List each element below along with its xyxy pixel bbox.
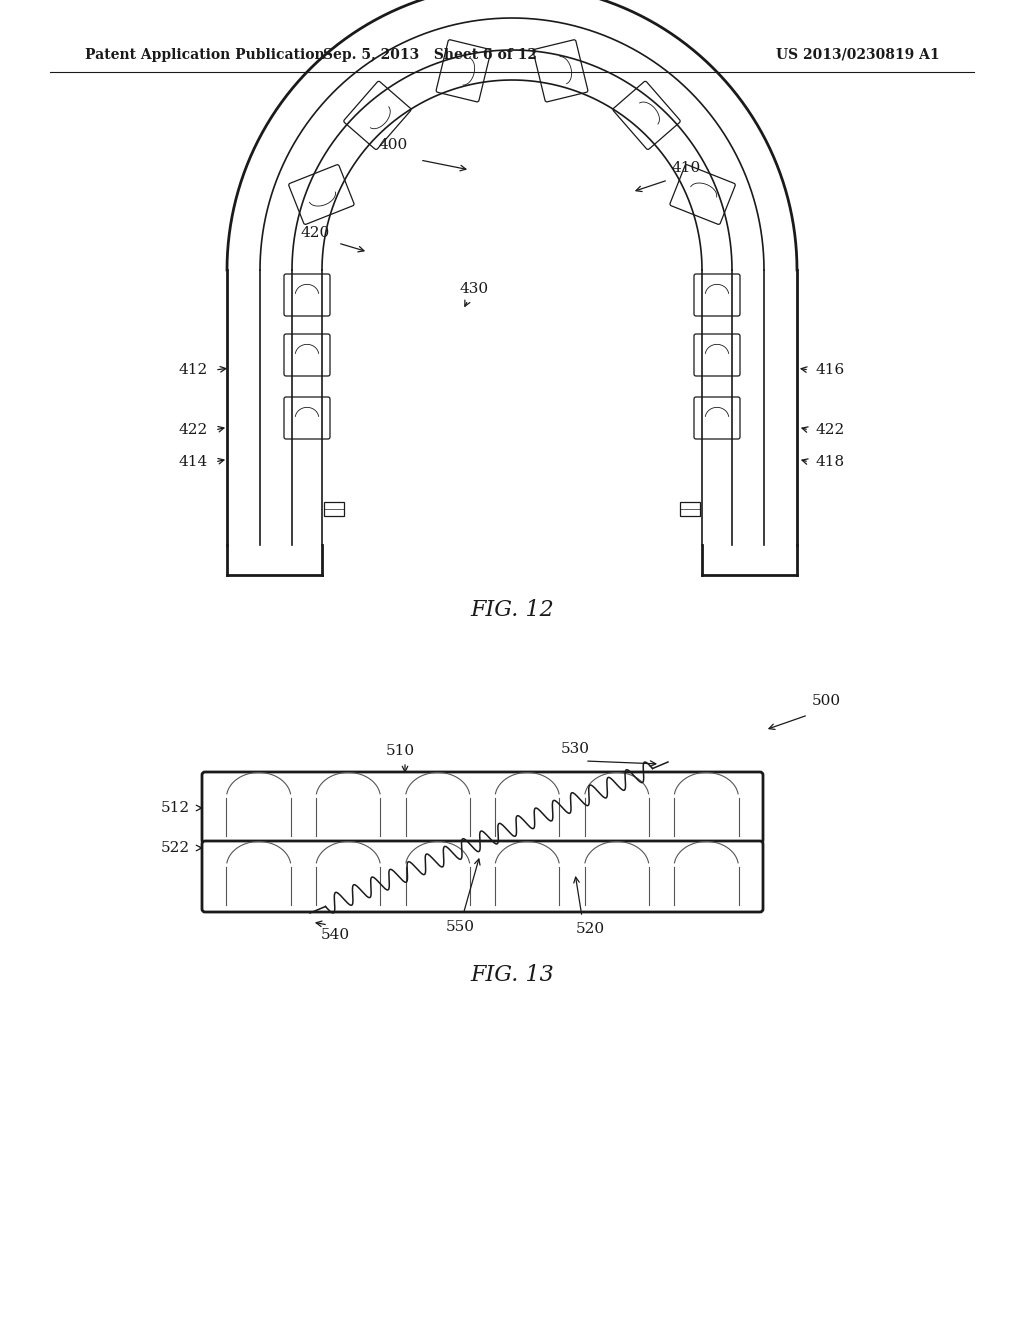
Text: US 2013/0230819 A1: US 2013/0230819 A1 bbox=[776, 48, 940, 62]
Text: 412: 412 bbox=[179, 363, 208, 378]
Bar bbox=[680, 502, 700, 516]
Text: FIG. 13: FIG. 13 bbox=[470, 964, 554, 986]
FancyBboxPatch shape bbox=[202, 841, 763, 912]
Text: 416: 416 bbox=[816, 363, 845, 378]
Text: 410: 410 bbox=[672, 161, 701, 176]
Text: 414: 414 bbox=[179, 455, 208, 469]
Text: 500: 500 bbox=[812, 694, 841, 708]
Text: 512: 512 bbox=[161, 801, 190, 814]
Text: 550: 550 bbox=[445, 920, 474, 935]
Text: 520: 520 bbox=[575, 921, 604, 936]
Text: 422: 422 bbox=[816, 422, 845, 437]
Text: 522: 522 bbox=[161, 841, 190, 855]
Text: Sep. 5, 2013   Sheet 6 of 12: Sep. 5, 2013 Sheet 6 of 12 bbox=[323, 48, 537, 62]
Text: 418: 418 bbox=[816, 455, 845, 469]
Text: FIG. 12: FIG. 12 bbox=[470, 599, 554, 620]
Text: Patent Application Publication: Patent Application Publication bbox=[85, 48, 325, 62]
FancyBboxPatch shape bbox=[202, 772, 763, 843]
Text: 422: 422 bbox=[179, 422, 208, 437]
Text: 400: 400 bbox=[379, 139, 408, 152]
Text: 420: 420 bbox=[301, 226, 330, 240]
Text: 530: 530 bbox=[560, 742, 590, 756]
Text: 430: 430 bbox=[460, 282, 489, 296]
Text: 540: 540 bbox=[321, 928, 349, 942]
Bar bbox=[324, 502, 344, 516]
Text: 510: 510 bbox=[385, 744, 415, 758]
